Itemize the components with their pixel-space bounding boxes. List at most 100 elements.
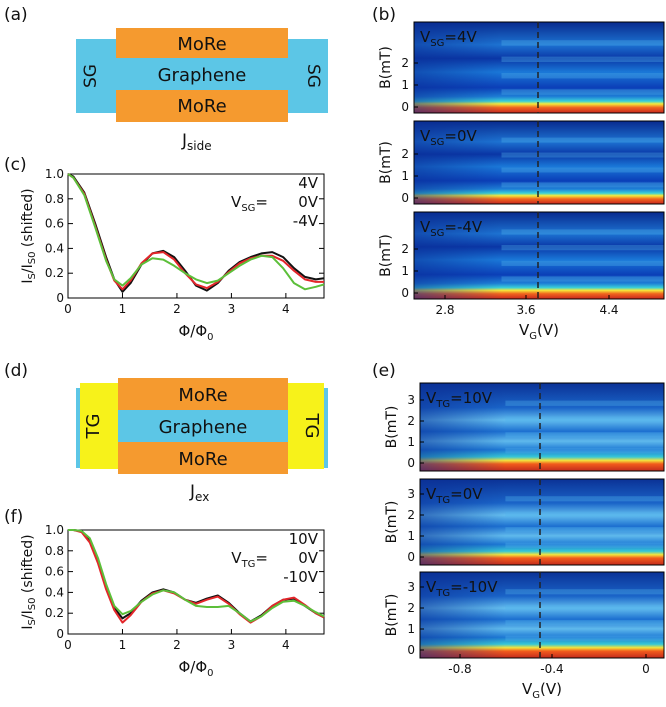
legend-entry-0V: 0V <box>298 193 319 211</box>
map-shading <box>420 479 664 565</box>
map-gate-label-3: VSG=-4V <box>420 218 483 239</box>
x-tick-label: 3 <box>228 638 236 652</box>
x-tick-label: 2 <box>173 638 181 652</box>
x-axis-label: Φ/Φ0 <box>178 322 213 343</box>
map-y-axis-label: B(mT) <box>378 141 394 184</box>
map-y-tick-label: 2 <box>401 147 409 161</box>
device-d-left-gate-label: TG <box>83 414 104 440</box>
series-line-4V <box>67 173 325 293</box>
map-y-tick-label: 0 <box>401 100 409 114</box>
legend-variable: VTG= <box>231 549 268 570</box>
map-y-axis-label: B(mT) <box>384 594 400 637</box>
panel-label-e: (e) <box>372 361 396 381</box>
x-tick-label: 4 <box>282 302 290 316</box>
map-shading <box>414 212 664 299</box>
y-axis-label: IS/IS0 (shifted) <box>20 188 38 283</box>
y-tick-label: 1.0 <box>45 523 64 537</box>
device-d-top-label: MoRe <box>178 385 227 406</box>
device-a-middle-label: Graphene <box>158 65 247 86</box>
more-bottom-electrode <box>116 90 288 122</box>
legend-entry--10V: -10V <box>283 568 318 586</box>
panel-label-f: (f) <box>4 507 23 527</box>
x-tick-label: 2 <box>173 302 181 316</box>
top-gate-left <box>80 383 118 469</box>
side-gate-left <box>76 39 116 113</box>
map-shading <box>420 383 664 471</box>
map-y-tick-label: 0 <box>407 550 415 564</box>
y-tick-label: 0.8 <box>45 544 64 558</box>
map-y-tick-label: 2 <box>401 56 409 70</box>
panel-label-a: (a) <box>4 5 28 25</box>
y-tick-label: 0.6 <box>45 565 64 579</box>
map-y-tick-label: 1 <box>401 264 409 278</box>
map-shading <box>414 121 664 204</box>
graphene-channel <box>118 410 288 442</box>
map-shading <box>414 22 664 113</box>
device-a-junction-label: Jside <box>181 131 212 153</box>
map-frame <box>419 478 665 566</box>
map-x-tick-label: 0 <box>642 662 650 676</box>
map-frame <box>413 21 665 114</box>
more-top-electrode <box>118 378 288 410</box>
map-x-tick-label: 2.8 <box>435 303 454 317</box>
map-y-tick-label: 0 <box>401 191 409 205</box>
map-y-tick-label: 1 <box>401 78 409 92</box>
maps-e: 0 1 2 3 B(mT) VTG=10V 0 1 2 3 B(mT) VTG=0V 0 1 2 3 B(mT)… <box>384 382 665 701</box>
more-top-electrode <box>116 28 288 58</box>
device-a-schematic: MoRe Graphene MoRe SG SG Jside <box>76 28 328 153</box>
map-x-tick-label: -0.8 <box>448 662 471 676</box>
y-tick-label: 0.2 <box>45 606 64 620</box>
map-gate-label-1: VSG=4V <box>420 28 477 49</box>
device-d-junction-label: Jex <box>189 482 209 504</box>
map-gate-label-2: VSG=0V <box>420 127 477 148</box>
map-y-tick-label: 1 <box>407 529 415 543</box>
map-y-tick-label: 0 <box>401 286 409 300</box>
map-y-tick-label: 0 <box>407 456 415 470</box>
graphene-edge-right <box>324 388 328 468</box>
panel-label-b: (b) <box>372 5 396 25</box>
y-axis-label: IS/IS0 (shifted) <box>20 534 38 629</box>
graphene-channel <box>116 58 288 90</box>
map-y-axis-label: B(mT) <box>378 234 394 277</box>
map-y-tick-label: 2 <box>407 508 415 522</box>
legend-entry-0V: 0V <box>298 549 319 567</box>
more-bottom-electrode <box>118 442 288 474</box>
map-y-tick-label: 2 <box>407 601 415 615</box>
chart-c: 0 0.2 0.4 0.6 0.8 1.0 0 1 2 3 4 IS/IS0 (shifted) Φ/Φ… <box>20 167 325 343</box>
legend-entry-4V: 4V <box>298 174 319 192</box>
device-d-schematic: MoRe Graphene MoRe TG TG Jex <box>76 378 328 504</box>
y-tick-label: 0.6 <box>45 217 64 231</box>
plot-frame <box>67 173 325 299</box>
x-tick-label: 1 <box>119 302 127 316</box>
map-y-tick-label: 3 <box>407 580 415 594</box>
y-tick-label: 0.4 <box>45 241 64 255</box>
device-a-bottom-label: MoRe <box>177 96 226 117</box>
panel-label-c: (c) <box>4 155 27 175</box>
map-x-tick-label: 3.6 <box>516 303 535 317</box>
map-y-tick-label: 1 <box>401 169 409 183</box>
map-y-axis-label: B(mT) <box>384 406 400 449</box>
device-d-middle-label: Graphene <box>159 417 248 438</box>
side-gate-right <box>288 39 328 113</box>
map-gate-label-2: VTG=0V <box>426 485 483 506</box>
x-tick-label: 4 <box>282 638 290 652</box>
map-y-tick-label: 3 <box>407 393 415 407</box>
panel-label-d: (d) <box>4 361 28 381</box>
chart-f: 0 0.2 0.4 0.6 0.8 1.0 0 1 2 3 4 IS/IS0 (shifted) Φ/Φ… <box>20 523 325 679</box>
device-a-right-gate-label: SG <box>303 64 323 88</box>
x-tick-label: 0 <box>64 302 72 316</box>
map-y-tick-label: 2 <box>407 414 415 428</box>
map-y-tick-label: 3 <box>407 487 415 501</box>
map-gate-label-3: VTG=-10V <box>426 578 498 599</box>
device-d-right-gate-label: TG <box>301 413 322 439</box>
map-y-tick-label: 1 <box>407 435 415 449</box>
graphene-edge-left <box>76 388 80 468</box>
map-frame <box>419 571 665 659</box>
legend-entry--4V: -4V <box>293 212 319 230</box>
map-x-axis-label: VG(V) <box>522 680 562 701</box>
map-gate-label-1: VTG=10V <box>426 389 493 410</box>
device-a-left-gate-label: SG <box>81 64 101 88</box>
x-axis-label: Φ/Φ0 <box>178 658 213 679</box>
map-y-tick-label: 0 <box>407 643 415 657</box>
y-tick-label: 0 <box>56 291 64 305</box>
